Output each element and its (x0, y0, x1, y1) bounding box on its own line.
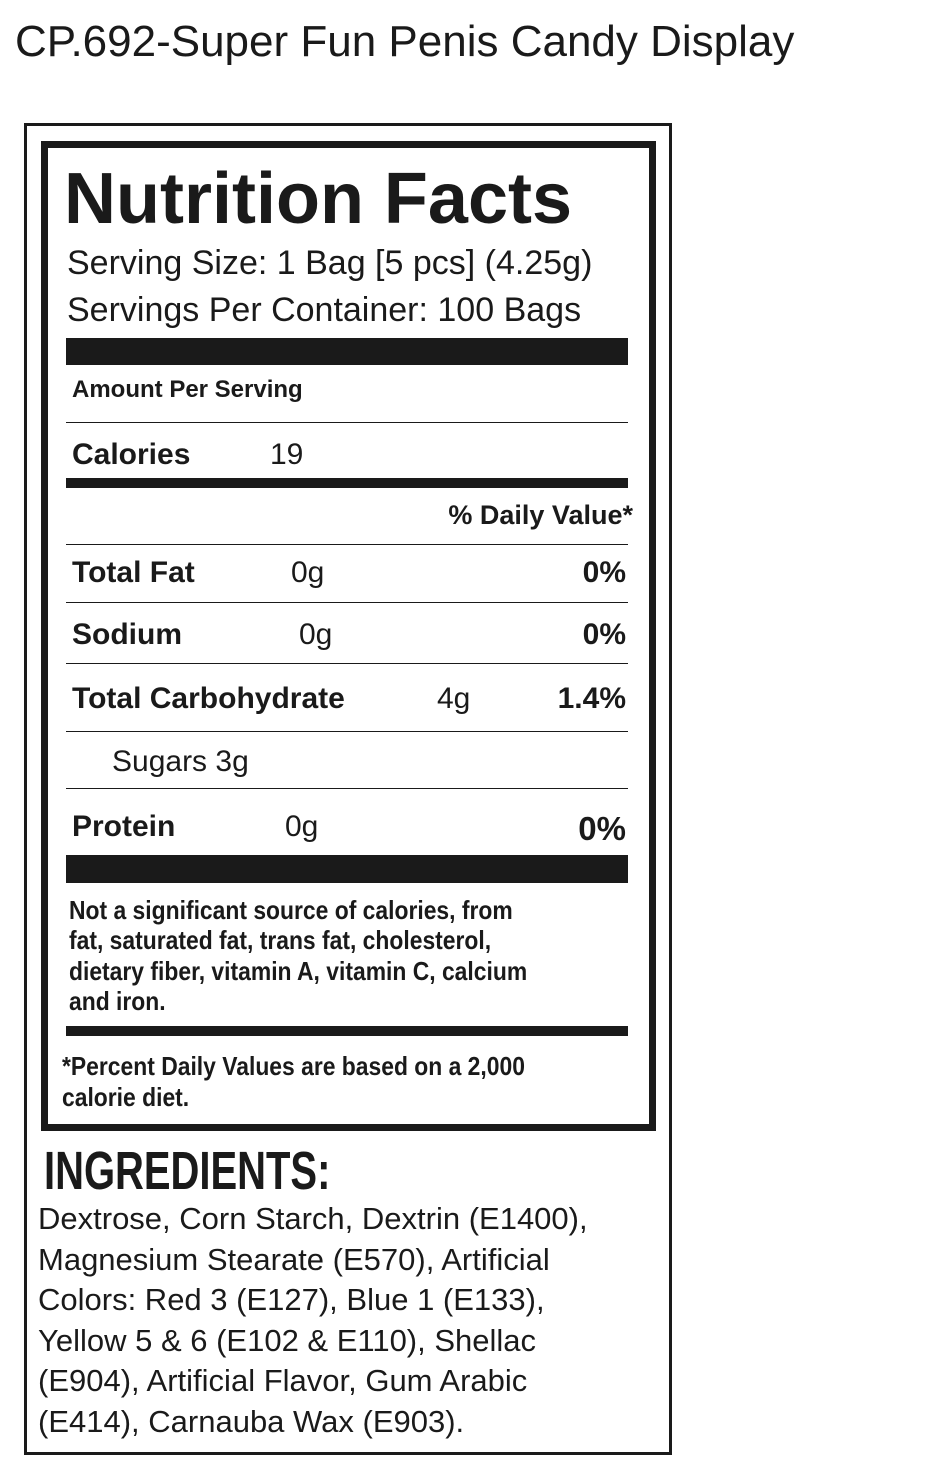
page-title: CP.692-Super Fun Penis Candy Display (15, 17, 795, 66)
sodium-amount: 0g (299, 618, 333, 651)
protein-dv: 0% (578, 810, 626, 847)
ingredients-line: (E904), Artificial Flavor, Gum Arabic (38, 1363, 528, 1398)
divider (66, 544, 628, 545)
divider (66, 663, 628, 664)
protein-amount: 0g (285, 810, 319, 843)
sugars-label: Sugars 3g (112, 745, 249, 778)
ingredients-line: Yellow 5 & 6 (E102 & E110), Shellac (38, 1323, 537, 1358)
thick-divider (66, 338, 628, 365)
divider (66, 602, 628, 603)
serving-size: Serving Size: 1 Bag [5 pcs] (4.25g) (67, 244, 593, 282)
footnote-line: calorie diet. (62, 1082, 190, 1112)
total-fat-amount: 0g (291, 556, 325, 589)
not-significant-line: Not a significant source of calories, fr… (69, 895, 513, 925)
calories-value: 19 (270, 438, 304, 471)
total-carbohydrate-label: Total Carbohydrate (72, 682, 345, 715)
total-carbohydrate-amount: 4g (437, 682, 471, 715)
not-significant-line: fat, saturated fat, trans fat, cholester… (69, 925, 492, 955)
servings-per-container: Servings Per Container: 100 Bags (67, 291, 582, 329)
footnote-line: *Percent Daily Values are based on a 2,0… (62, 1051, 525, 1081)
ingredients-line: Colors: Red 3 (E127), Blue 1 (E133), (38, 1282, 545, 1317)
sodium-label: Sodium (72, 618, 182, 651)
ingredients-heading: INGREDIENTS: (44, 1141, 331, 1201)
amount-per-serving: Amount Per Serving (72, 376, 303, 403)
not-significant-line: and iron. (69, 986, 166, 1016)
not-significant-line: dietary fiber, vitamin A, vitamin C, cal… (69, 956, 528, 986)
medium-divider (66, 1026, 628, 1036)
divider (66, 731, 628, 732)
sodium-dv: 0% (582, 618, 626, 651)
ingredients-line: Magnesium Stearate (E570), Artificial (38, 1242, 550, 1277)
divider (66, 422, 628, 423)
medium-divider (66, 478, 628, 488)
nutrition-facts-heading: Nutrition Facts (64, 159, 573, 239)
thick-divider (66, 855, 628, 883)
divider (66, 788, 628, 789)
nutrition-facts-panel (41, 141, 656, 1131)
total-fat-dv: 0% (582, 556, 626, 589)
protein-label: Protein (72, 810, 176, 843)
label-outer-border (24, 123, 672, 1455)
ingredients-line: Dextrose, Corn Starch, Dextrin (E1400), (38, 1201, 588, 1236)
ingredients-line: (E414), Carnauba Wax (E903). (38, 1404, 465, 1439)
total-carbohydrate-dv: 1.4% (557, 682, 626, 715)
daily-value-header: % Daily Value* (448, 500, 633, 530)
total-fat-label: Total Fat (72, 556, 195, 589)
calories-label: Calories (72, 438, 191, 471)
